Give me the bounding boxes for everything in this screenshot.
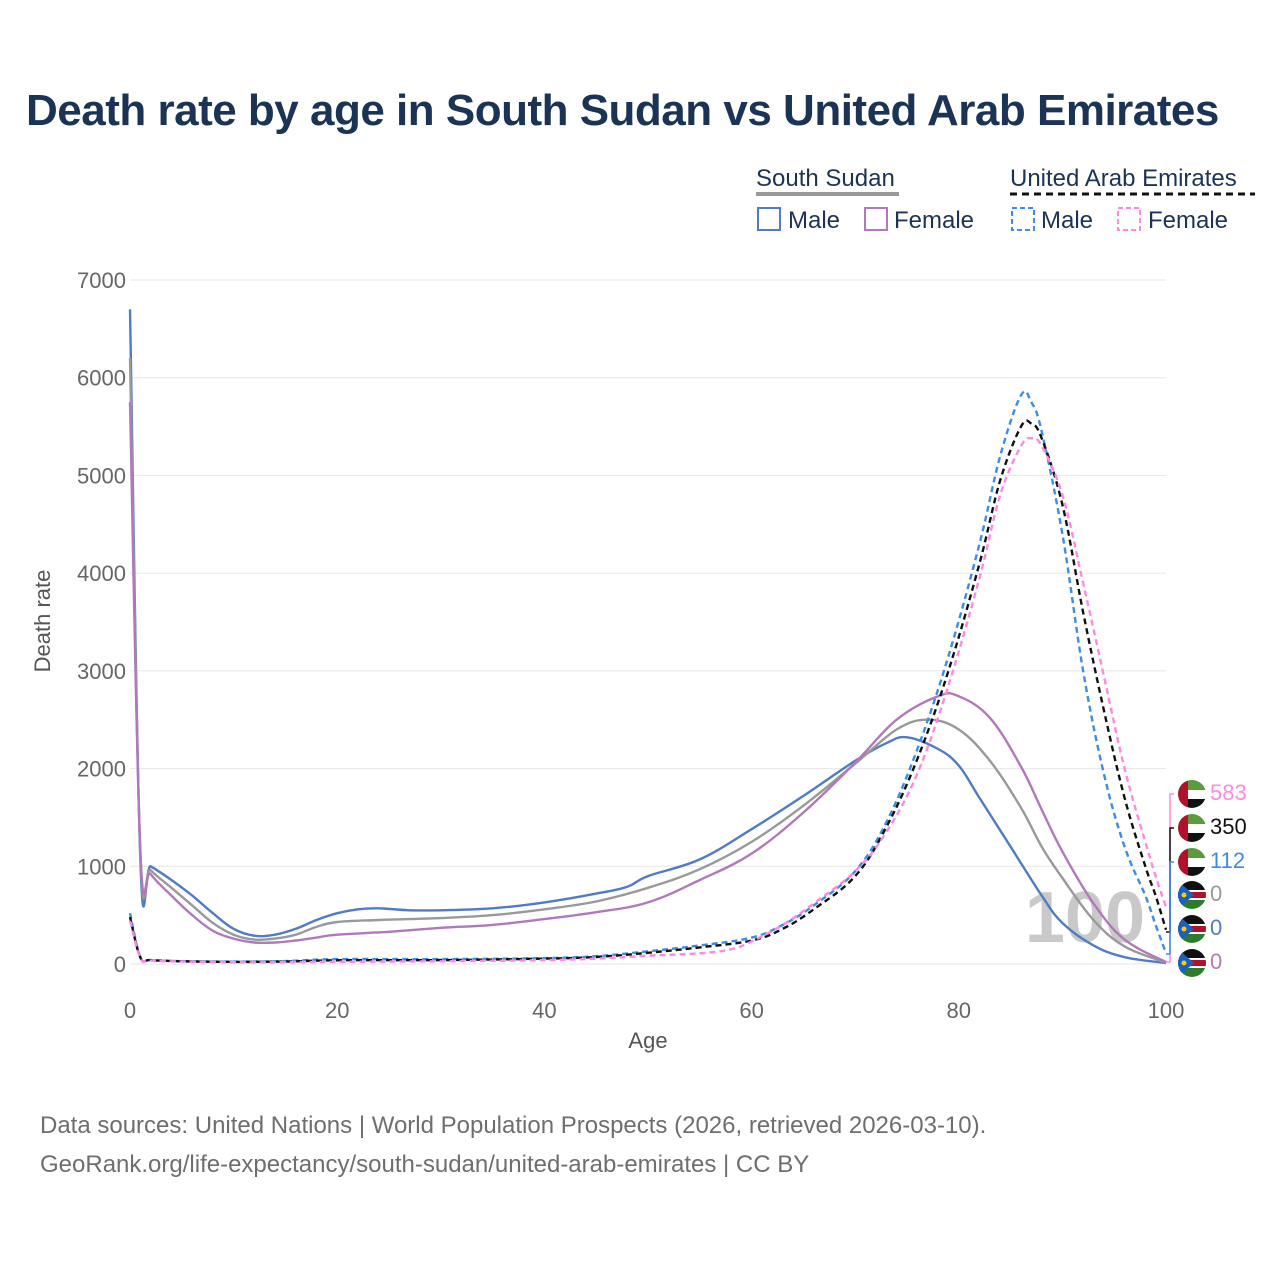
gridlines (130, 279, 1166, 965)
y-axis-ticks: 0 1000 2000 3000 4000 5000 6000 7000 (77, 268, 126, 977)
legend: South Sudan Male Female United Arab Emir… (756, 165, 1255, 234)
y-tick-label: 1000 (77, 854, 126, 879)
x-tick-label: 20 (325, 998, 349, 1023)
x-axis-title: Age (628, 1028, 667, 1053)
footer-sources: Data sources: United Nations | World Pop… (40, 1112, 987, 1139)
series-line-united-arab-emirates-total (128, 419, 1168, 964)
series-line-united-arab-emirates-female (128, 436, 1168, 964)
x-tick-label: 60 (739, 998, 763, 1023)
series-line-south-sudan-female (128, 402, 1167, 964)
legend-label-ss-male[interactable]: Male (788, 207, 840, 234)
y-tick-label: 3000 (77, 659, 126, 684)
flag-south-sudan-icon (1178, 915, 1206, 943)
y-tick-label: 7000 (77, 268, 126, 293)
flag-south-sudan-icon (1178, 881, 1206, 909)
x-tick-label: 100 (1148, 998, 1185, 1023)
legend-label-uae-female[interactable]: Female (1148, 207, 1228, 234)
end-brackets (1166, 793, 1174, 963)
flag-uae-icon (1178, 848, 1206, 876)
end-label-uae-male: 112 (1210, 848, 1245, 873)
y-tick-label: 6000 (77, 366, 126, 391)
x-tick-label: 80 (947, 998, 971, 1023)
flag-south-sudan-icon (1178, 949, 1206, 977)
x-tick-label: 40 (532, 998, 556, 1023)
end-label-ss-total: 0 (1210, 881, 1222, 906)
y-tick-label: 2000 (77, 757, 126, 782)
legend-group-south-sudan: South Sudan (756, 165, 895, 192)
legend-swatch-uae-female[interactable] (1117, 207, 1141, 231)
series-line-united-arab-emirates-male (128, 390, 1168, 963)
y-axis-title: Death rate (30, 570, 55, 673)
legend-swatch-uae-male[interactable] (1011, 207, 1035, 231)
end-label-ss-male: 0 (1210, 915, 1222, 940)
y-tick-label: 4000 (77, 561, 126, 586)
chart-title: Death rate by age in South Sudan vs Unit… (26, 86, 1219, 135)
flag-uae-icon (1178, 814, 1206, 842)
legend-label-uae-male[interactable]: Male (1041, 207, 1093, 234)
series-line-south-sudan-total (128, 358, 1167, 964)
chart: South Sudan Male Female United Arab Emir… (30, 165, 1255, 1053)
flag-uae-icon (1178, 780, 1206, 808)
x-tick-label: 0 (124, 998, 136, 1023)
footer-link[interactable]: GeoRank.org/life-expectancy/south-sudan/… (40, 1151, 810, 1178)
legend-swatch-ss-male[interactable] (757, 207, 781, 231)
end-label-ss-female: 0 (1210, 949, 1222, 974)
legend-group-uae: United Arab Emirates (1010, 165, 1237, 192)
y-tick-label: 5000 (77, 463, 126, 488)
end-label-uae-total: 350 (1210, 814, 1247, 839)
y-tick-label: 0 (114, 952, 126, 977)
bracket-uae-male (1166, 861, 1174, 955)
x-axis-ticks: 0 20 40 60 80 100 (124, 998, 1184, 1023)
legend-label-ss-female[interactable]: Female (894, 207, 974, 234)
end-label-uae-female: 583 (1210, 780, 1247, 805)
series-line-south-sudan-male (128, 309, 1167, 965)
footer: Data sources: United Nations | World Pop… (40, 1106, 986, 1184)
legend-swatch-ss-female[interactable] (864, 207, 888, 231)
series-lines (128, 309, 1168, 965)
